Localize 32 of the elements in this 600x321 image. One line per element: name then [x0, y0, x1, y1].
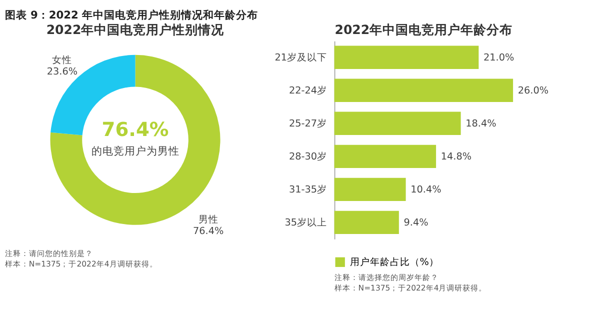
- data-label: 9.4%: [404, 217, 428, 228]
- data-label: 18.4%: [466, 118, 496, 130]
- text: 的电竞用户为男性: [91, 144, 180, 158]
- y-tick-label: 35岁以上: [284, 216, 328, 228]
- y-tick-label: 31-35岁: [288, 183, 328, 196]
- bar: [334, 46, 479, 69]
- bar: [334, 78, 514, 102]
- y-tick-label: 25-27岁: [288, 117, 328, 130]
- bar: [334, 144, 436, 168]
- data-label: 21.0%: [484, 52, 514, 64]
- data-label: 76.4%: [193, 226, 224, 238]
- y-tick-label: 22-24岁: [288, 84, 328, 96]
- data-label: 10.4%: [410, 184, 442, 196]
- text: 76.4%: [102, 118, 169, 142]
- data-label: 14.8%: [440, 151, 472, 162]
- data-label: 23.6%: [46, 66, 78, 78]
- data-label: 26.0%: [518, 85, 549, 96]
- text: 注释：请选择您的周岁年龄？: [334, 273, 438, 282]
- slice-label: 女性: [52, 54, 72, 66]
- chart-title: 2022年中国电竞用户性别情况: [46, 22, 226, 38]
- text: 图表 9：2022 年中国电竞用户性别情况和年龄分布: [4, 8, 258, 22]
- chart-title: 2022年中国电竞用户年龄分布: [334, 22, 513, 38]
- slice-label: 男性: [198, 214, 218, 226]
- bar: [334, 178, 406, 202]
- bar: [334, 210, 399, 234]
- legend-label: 用户年龄占比（%）: [350, 256, 439, 268]
- text: 样本：N=1375；于2022年4月调研获得。: [4, 259, 158, 268]
- y-tick-label: 28-30岁: [288, 150, 328, 162]
- text: 注释：请问您的性别是？: [4, 248, 93, 258]
- text: 样本：N=1375；于2022年4月调研获得。: [334, 284, 487, 293]
- y-tick-label: 21岁及以下: [274, 51, 328, 64]
- bar: [334, 112, 461, 135]
